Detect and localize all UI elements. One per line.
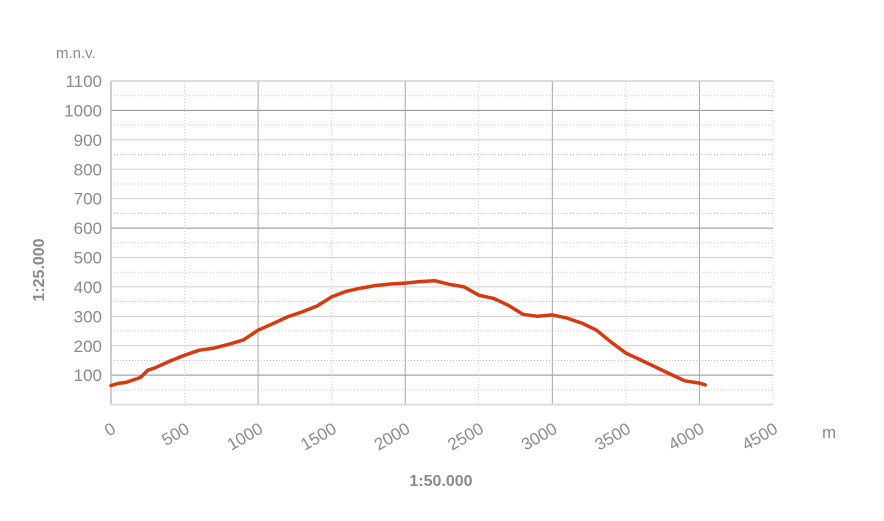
x-tick-label: 2000 — [371, 419, 413, 454]
x-unit-label: m — [822, 423, 836, 442]
x-tick-label: 500 — [158, 419, 192, 450]
x-axis-label: 1:50.000 — [409, 473, 472, 490]
grid — [110, 80, 774, 406]
x-tick-label: 4000 — [665, 419, 707, 454]
y-tick-label: 700 — [74, 190, 102, 209]
x-tick-label: 1500 — [297, 419, 339, 454]
x-tick-label: 3500 — [592, 419, 634, 454]
y-axis-label: 1:25.000 — [31, 238, 48, 301]
y-tick-labels: 100 200 300 400 500 600 700 800 900 1000 1100 — [64, 72, 102, 385]
y-tick-label: 800 — [74, 160, 102, 179]
y-tick-label: 1000 — [64, 101, 102, 120]
y-tick-label: 100 — [74, 366, 102, 385]
x-tick-label: 1000 — [224, 419, 266, 454]
y-tick-label: 900 — [74, 131, 102, 150]
x-tick-label: 4500 — [739, 419, 781, 454]
y-tick-label: 300 — [74, 307, 102, 326]
x-tick-label: 0 — [101, 419, 119, 440]
y-tick-label: 600 — [74, 219, 102, 238]
y-tick-label: 400 — [74, 278, 102, 297]
x-tick-labels: 0 500 1000 1500 2000 2500 3000 3500 4000 4500 — [101, 419, 781, 454]
x-tick-label: 2500 — [445, 419, 487, 454]
y-tick-label: 200 — [74, 337, 102, 356]
y-unit-label: m.n.v. — [56, 45, 96, 62]
y-tick-label: 1100 — [65, 72, 102, 91]
elevation-line — [109, 278, 708, 388]
x-tick-label: 3000 — [518, 419, 560, 454]
y-tick-label: 500 — [74, 249, 102, 268]
